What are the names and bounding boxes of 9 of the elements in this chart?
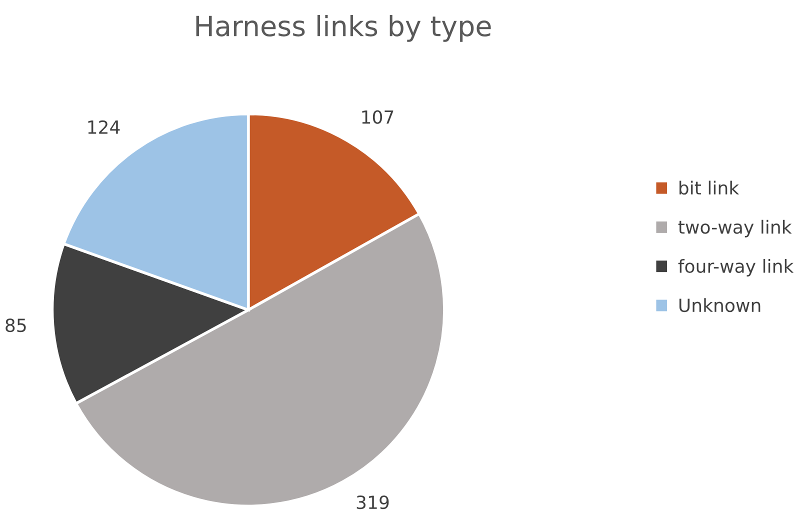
data-label: 124 <box>88 120 120 134</box>
data-label: 85 <box>6 318 26 332</box>
chart-title: Harness links by type <box>196 14 491 42</box>
legend-label: two-way link <box>678 220 792 238</box>
legend-label: Unknown <box>679 298 760 312</box>
legend-label: four-way link <box>678 258 794 276</box>
data-label: 107 <box>362 110 394 124</box>
data-label: 319 <box>356 496 389 510</box>
legend-label: bit link <box>680 180 740 195</box>
